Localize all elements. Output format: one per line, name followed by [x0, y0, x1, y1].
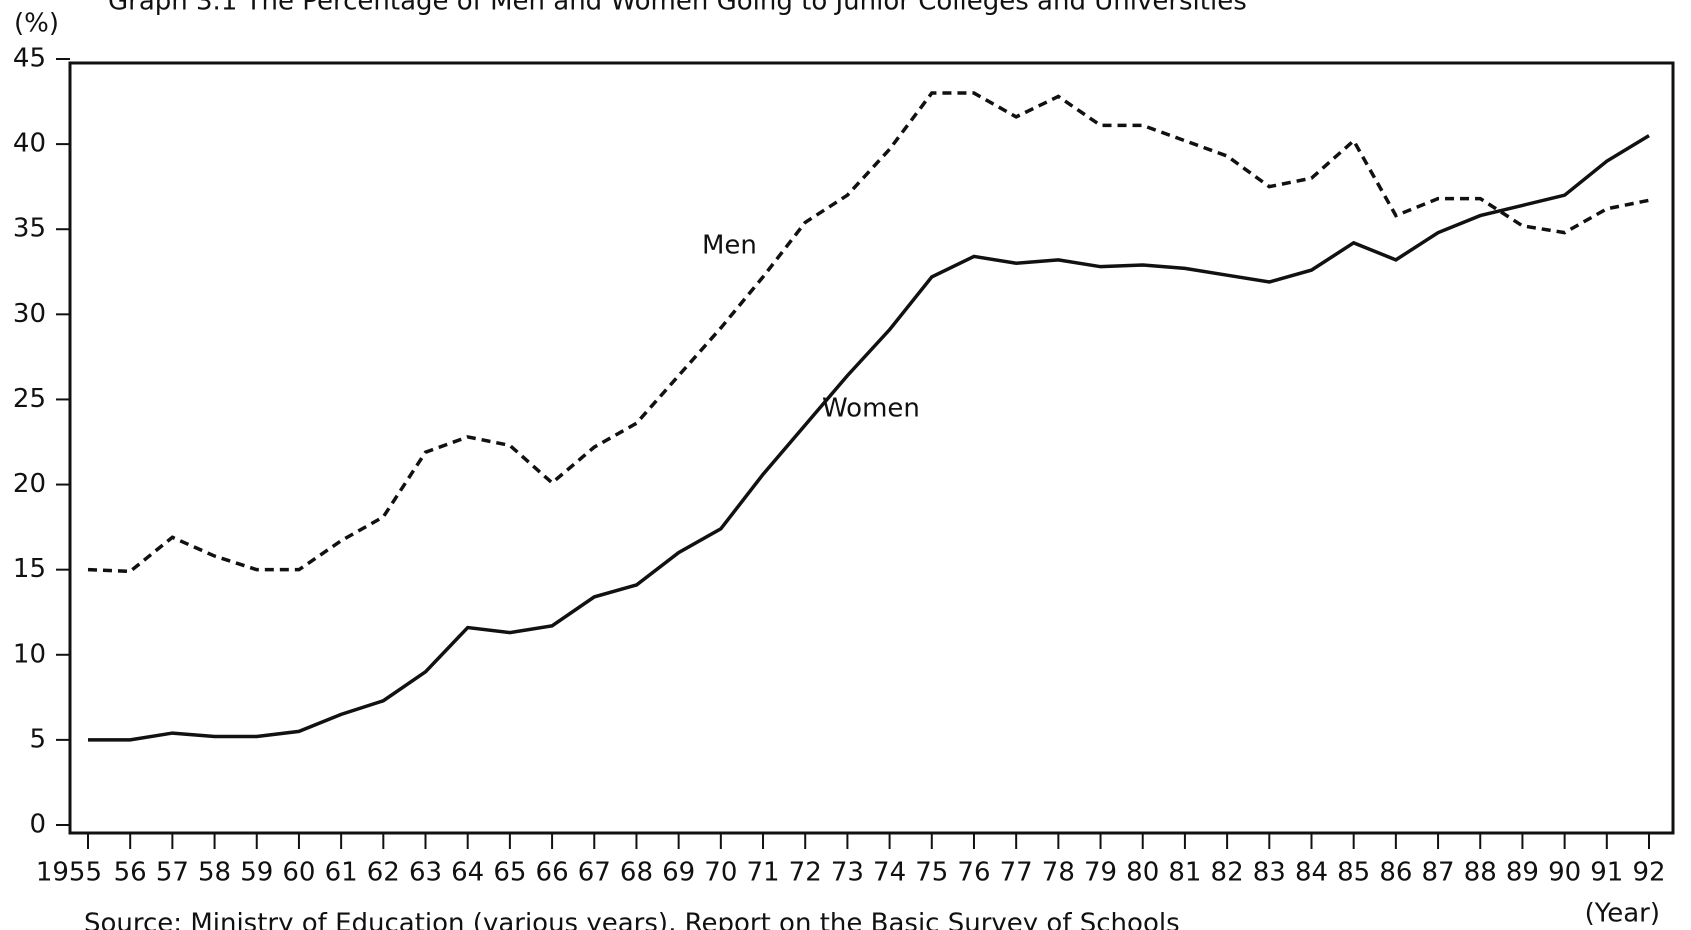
x-tick-label: 1955 [36, 858, 102, 888]
x-tick-label: 75 [915, 858, 948, 888]
x-tick-label: 76 [957, 858, 990, 888]
x-tick-label: 77 [1000, 858, 1033, 888]
x-tick-label: 57 [156, 858, 189, 888]
x-tick-label: 91 [1590, 858, 1623, 888]
x-tick-label: 88 [1464, 858, 1497, 888]
x-tick-label: 86 [1379, 858, 1412, 888]
y-tick-label: 45 [13, 44, 46, 74]
x-tick-label: 71 [746, 858, 779, 888]
x-axis-label: (Year) [1585, 899, 1660, 929]
source: Source: Ministry of Education (various y… [84, 909, 1180, 930]
y-tick-label: 40 [13, 129, 46, 159]
x-tick-label: 83 [1253, 858, 1286, 888]
y-tick-label: 0 [29, 810, 46, 840]
y-tick-label: 30 [13, 299, 46, 329]
x-tick-label: 70 [704, 858, 737, 888]
x-tick-label: 82 [1211, 858, 1244, 888]
plot-frame [68, 61, 1675, 835]
y-tick-label: 10 [13, 639, 46, 669]
x-tick-label: 84 [1295, 858, 1328, 888]
x-tick-label: 73 [831, 858, 864, 888]
y-tick-label: 20 [13, 469, 46, 499]
y-tick-label: 15 [13, 554, 46, 584]
x-tick-label: 89 [1506, 858, 1539, 888]
x-tick-label: 64 [451, 858, 484, 888]
x-tick-label: 72 [789, 858, 822, 888]
line-series [88, 134, 1650, 742]
x-tick-label: 79 [1084, 858, 1117, 888]
x-tick-label: 68 [620, 858, 653, 888]
x-tick-label: 66 [536, 858, 569, 888]
chart-title: Graph 3.1 The Percentage of Men and Wome… [108, 0, 1247, 17]
y-tick-label: 5 [29, 724, 46, 754]
x-tick-label: 87 [1422, 858, 1455, 888]
y-tick-label: 35 [13, 214, 46, 244]
x-tick-label: 81 [1168, 858, 1201, 888]
x-tick-label: 90 [1548, 858, 1581, 888]
x-tick-label: 69 [662, 858, 695, 888]
y-tick-label: 25 [13, 384, 46, 414]
line-series [87, 91, 1650, 574]
x-tick-label: 65 [493, 858, 526, 888]
y-axis-label: (%) [14, 9, 59, 39]
x-tick-label: 62 [367, 858, 400, 888]
x-tick-label: 74 [873, 858, 906, 888]
x-tick-label: 60 [282, 858, 315, 888]
x-tick-label: 78 [1042, 858, 1075, 888]
x-tick-label: 63 [409, 858, 442, 888]
x-tick-label: 58 [198, 858, 231, 888]
x-tick-label: 67 [578, 858, 611, 888]
series-label: Men [702, 231, 757, 261]
x-tick-label: 56 [114, 858, 147, 888]
x-tick-label: 59 [240, 858, 273, 888]
x-tick-label: 85 [1337, 858, 1370, 888]
x-tick-label: 80 [1126, 858, 1159, 888]
x-tick-label: 61 [325, 858, 358, 888]
series-label: Women [822, 394, 920, 424]
x-tick-label: 92 [1632, 858, 1665, 888]
